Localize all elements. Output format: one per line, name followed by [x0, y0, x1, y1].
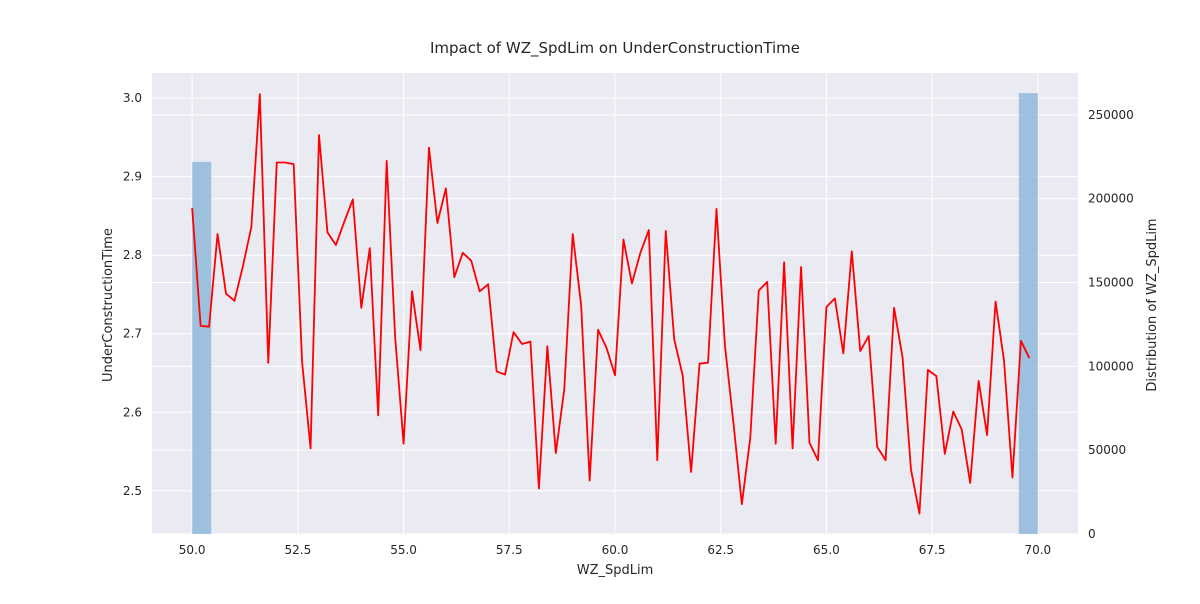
y2-tick-label: 100000: [1088, 359, 1134, 373]
x-tick-label: 70.0: [1024, 543, 1051, 557]
y-tick-label: 3.0: [123, 91, 142, 105]
histogram-bar: [192, 161, 212, 534]
x-tick-label: 50.0: [179, 543, 206, 557]
x-tick-label: 67.5: [919, 543, 946, 557]
histogram-bars: [192, 93, 1038, 534]
chart-title: Impact of WZ_SpdLim on UnderConstruction…: [430, 39, 800, 58]
y-axis-label: UnderConstructionTime: [101, 228, 116, 382]
y-tick-label: 2.9: [123, 170, 142, 184]
y2-tick-label: 200000: [1088, 192, 1134, 206]
y2-tick-label: 150000: [1088, 276, 1134, 290]
x-tick-label: 57.5: [496, 543, 523, 557]
y2-tick-label: 0: [1088, 527, 1096, 541]
x-tick-label: 62.5: [707, 543, 734, 557]
y-tick-label: 2.5: [123, 484, 142, 498]
x-tick-label: 55.0: [390, 543, 417, 557]
y2-tick-label: 250000: [1088, 108, 1134, 122]
y-tick-label: 2.8: [123, 248, 142, 262]
y-tick-label: 2.7: [123, 327, 142, 341]
y-tick-label: 2.6: [123, 405, 142, 419]
y-tick-labels: 2.5 2.6 2.7 2.8 2.9 3.0: [123, 91, 142, 498]
x-tick-label: 60.0: [602, 543, 629, 557]
series-lines: [191, 93, 1031, 515]
y2-axis-label: Distribution of WZ_SpdLim: [1145, 218, 1160, 391]
series-line: [191, 93, 1031, 515]
x-axis-label: WZ_SpdLim: [577, 563, 654, 578]
x-tick-label: 52.5: [285, 543, 312, 557]
histogram-bar: [1018, 93, 1038, 534]
x-tick-label: 65.0: [813, 543, 840, 557]
y2-tick-label: 50000: [1088, 443, 1126, 457]
y2-tick-labels: 0 50000 100000 150000 200000 250000: [1088, 108, 1134, 541]
x-tick-labels: 50.0 52.5 55.0 57.5 60.0 62.5 65.0 67.5 70.0: [179, 543, 1051, 557]
